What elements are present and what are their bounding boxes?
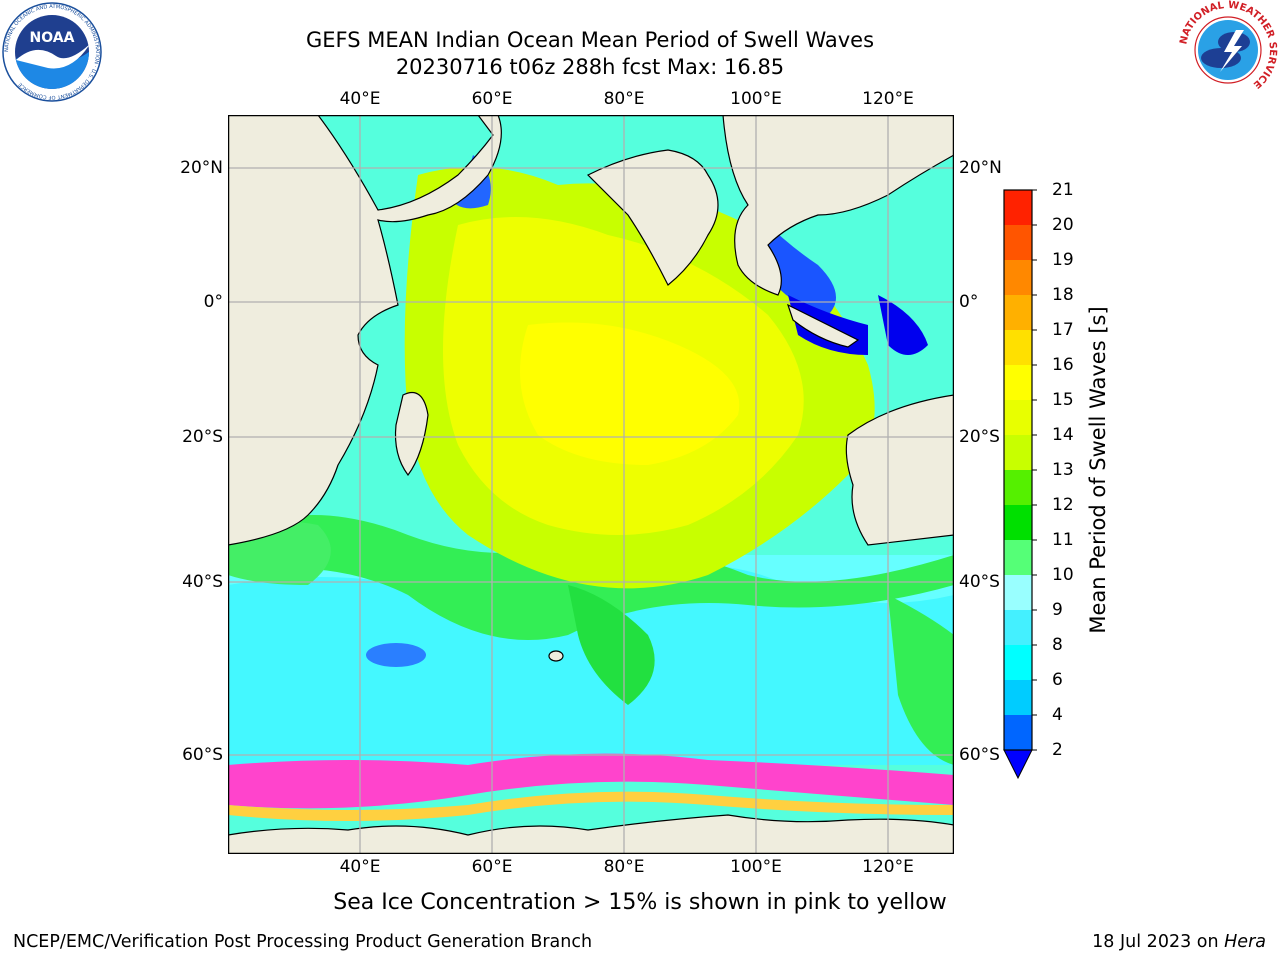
lon-tick-top-60e: 60°E: [471, 89, 513, 109]
footer-machine: Hera: [1224, 932, 1266, 952]
colorbar-label: Mean Period of Swell Waves [s]: [1086, 306, 1110, 634]
footer-date: 18 Jul 2023 on Hera: [1092, 932, 1266, 952]
colorbar-tick-label: 8: [1052, 635, 1063, 655]
lat-tick-right-20s: 20°S: [959, 427, 1000, 447]
map-frame: [228, 115, 954, 854]
colorbar-segment: [1004, 330, 1032, 365]
colorbar-segment: [1004, 610, 1032, 645]
lon-tick-top-40e: 40°E: [339, 89, 381, 109]
nws-logo: NATIONAL WEATHER SERVICE: [1178, 0, 1278, 98]
colorbar: [1003, 189, 1037, 780]
colorbar-segment: [1004, 470, 1032, 505]
lat-tick-right-40s: 40°S: [959, 572, 1000, 592]
colorbar-segment: [1004, 540, 1032, 575]
colorbar-under-arrow: [1003, 749, 1033, 780]
lat-tick-right-0: 0°: [959, 292, 979, 312]
graticule: [228, 115, 954, 854]
colorbar-tick-label: 2: [1052, 740, 1063, 760]
colorbar-tick-label: 18: [1052, 285, 1074, 305]
sea-ice-caption: Sea Ice Concentration > 15% is shown in …: [333, 890, 947, 915]
colorbar-segment: [1004, 365, 1032, 400]
swell-field: [228, 155, 954, 821]
colorbar-segment: [1004, 435, 1032, 470]
lat-tick-left-20s: 20°S: [182, 427, 223, 447]
footer-date-text: 18 Jul 2023 on: [1092, 932, 1225, 952]
colorbar-tick-label: 21: [1052, 180, 1074, 200]
lat-tick-right-60s: 60°S: [959, 745, 1000, 765]
lon-tick-bottom-80e: 80°E: [603, 857, 645, 877]
noaa-logo-text: NOAA: [30, 30, 75, 46]
colorbar-tick-label: 16: [1052, 355, 1074, 375]
map-subtitle: 20230716 t06z 288h fcst Max: 16.85: [395, 55, 785, 79]
indian-ocean-map: [228, 115, 954, 854]
lat-tick-left-0: 0°: [203, 292, 223, 312]
colorbar-tick-label: 17: [1052, 320, 1074, 340]
colorbar-segment: [1004, 260, 1032, 295]
map-title: GEFS MEAN Indian Ocean Mean Period of Sw…: [305, 28, 875, 52]
colorbar-tick-label: 11: [1052, 530, 1074, 550]
colorbar-segment: [1004, 680, 1032, 715]
colorbar-tick-label: 9: [1052, 600, 1063, 620]
colorbar-segment: [1004, 400, 1032, 435]
colorbar-segment: [1004, 575, 1032, 610]
colorbar-segment: [1004, 645, 1032, 680]
lat-tick-left-40s: 40°S: [182, 572, 223, 592]
lon-tick-top-120e: 120°E: [862, 89, 914, 109]
colorbar-segment: [1004, 715, 1032, 750]
colorbar-tick-label: 14: [1052, 425, 1074, 445]
lon-tick-top-100e: 100°E: [730, 89, 782, 109]
colorbar-tick-label: 20: [1052, 215, 1074, 235]
colorbar-tick-label: 6: [1052, 670, 1063, 690]
colorbar-segment: [1004, 190, 1032, 225]
colorbar-segment: [1004, 225, 1032, 260]
lat-tick-left-60s: 60°S: [182, 745, 223, 765]
lon-tick-bottom-60e: 60°E: [471, 857, 513, 877]
colorbar-segment: [1004, 295, 1032, 330]
lat-tick-right-20n: 20°N: [959, 158, 1002, 178]
lon-tick-bottom-100e: 100°E: [730, 857, 782, 877]
colorbar-tick-label: 19: [1052, 250, 1074, 270]
colorbar-tick-label: 12: [1052, 495, 1074, 515]
colorbar-tick-label: 15: [1052, 390, 1074, 410]
lon-tick-top-80e: 80°E: [603, 89, 645, 109]
footer-credit: NCEP/EMC/Verification Post Processing Pr…: [13, 932, 593, 952]
noaa-logo: NATIONAL OCEANIC AND ATMOSPHERIC ADMINIS…: [2, 2, 102, 102]
colorbar-tick-label: 4: [1052, 705, 1063, 725]
colorbar-segment: [1004, 505, 1032, 540]
lat-tick-left-20n: 20°N: [180, 158, 223, 178]
colorbar-tick-label: 10: [1052, 565, 1074, 585]
lon-tick-bottom-40e: 40°E: [339, 857, 381, 877]
lon-tick-bottom-120e: 120°E: [862, 857, 914, 877]
colorbar-tick-label: 13: [1052, 460, 1074, 480]
